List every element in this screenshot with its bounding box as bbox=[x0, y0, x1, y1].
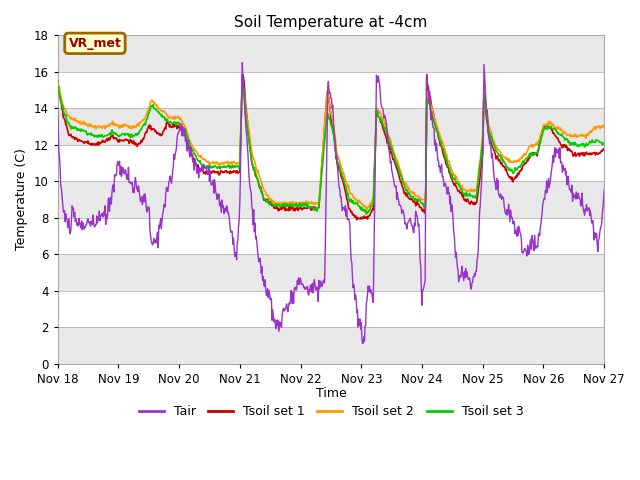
Bar bbox=[58, 36, 604, 72]
Y-axis label: Temperature (C): Temperature (C) bbox=[15, 149, 28, 251]
Bar bbox=[58, 108, 604, 145]
Title: Soil Temperature at -4cm: Soil Temperature at -4cm bbox=[234, 15, 428, 30]
Bar bbox=[58, 218, 604, 254]
Bar bbox=[58, 291, 604, 327]
Bar bbox=[58, 72, 604, 108]
Bar bbox=[58, 181, 604, 218]
Bar bbox=[58, 254, 604, 291]
Legend: Tair, Tsoil set 1, Tsoil set 2, Tsoil set 3: Tair, Tsoil set 1, Tsoil set 2, Tsoil se… bbox=[134, 400, 528, 423]
Bar bbox=[58, 145, 604, 181]
Bar bbox=[58, 327, 604, 364]
X-axis label: Time: Time bbox=[316, 387, 346, 400]
Text: VR_met: VR_met bbox=[68, 37, 122, 50]
